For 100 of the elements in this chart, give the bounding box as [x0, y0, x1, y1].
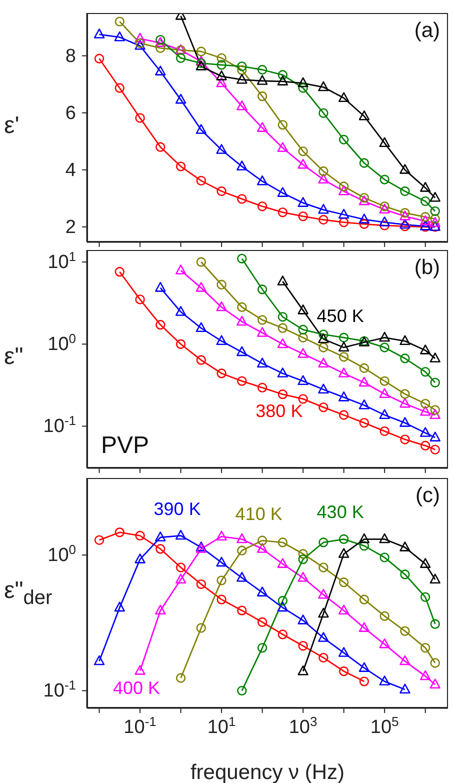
point: [298, 614, 308, 624]
point: [216, 53, 226, 63]
point: [420, 366, 430, 377]
point: [256, 327, 268, 337]
point: [298, 211, 308, 222]
y-tick-label: 10$^{1}$: [48, 248, 76, 273]
series-label: 400 K: [113, 678, 160, 699]
x-tick-label: 10$^{5}$: [370, 714, 399, 738]
point: [338, 391, 350, 402]
point: [155, 532, 166, 542]
point: [298, 77, 308, 88]
point: [216, 144, 227, 154]
point: [379, 638, 390, 648]
point: [379, 332, 390, 342]
point: [420, 196, 430, 206]
point: [358, 376, 370, 387]
point: [420, 592, 430, 602]
point: [338, 604, 350, 615]
y-tick-label: 10$^{-1}$: [43, 412, 76, 438]
point: [135, 294, 145, 304]
point: [318, 333, 329, 344]
point: [318, 562, 328, 572]
point: [114, 83, 124, 93]
point: [338, 182, 349, 192]
point: [318, 538, 328, 548]
point: [156, 43, 166, 53]
point: [216, 530, 227, 541]
y-tick-label: 10$^{-1}$: [43, 677, 76, 702]
point: [135, 113, 145, 123]
point: [277, 338, 288, 348]
point: [358, 399, 370, 410]
point: [256, 543, 268, 553]
point: [298, 572, 308, 582]
point: [318, 588, 329, 599]
y-axis-title: ε"$_{der}$: [4, 577, 52, 610]
point: [298, 665, 308, 676]
point: [196, 176, 206, 186]
point: [196, 56, 206, 66]
point: [358, 214, 370, 224]
point: [257, 91, 268, 102]
point: [196, 282, 206, 292]
point: [277, 602, 288, 612]
series-label: 390 K: [154, 498, 201, 520]
point: [318, 384, 329, 394]
point: [134, 664, 146, 675]
point: [420, 212, 430, 222]
point: [298, 197, 308, 207]
point: [338, 134, 349, 144]
point: [257, 64, 268, 75]
point: [236, 100, 248, 110]
point: [379, 216, 390, 226]
point: [237, 302, 247, 312]
point: [176, 673, 186, 683]
point: [420, 642, 430, 653]
point: [237, 686, 247, 696]
point: [257, 202, 268, 212]
point: [237, 65, 247, 75]
point: [216, 335, 227, 346]
series-label: 430 K: [316, 502, 364, 523]
point: [114, 266, 124, 277]
point: [256, 586, 268, 596]
point: [298, 641, 308, 651]
point: [277, 558, 288, 568]
point: [359, 676, 370, 686]
point: [338, 666, 349, 676]
point: [318, 81, 329, 92]
point: [277, 187, 288, 197]
point: [237, 606, 247, 616]
point: [420, 670, 431, 680]
point: [277, 142, 288, 152]
point: [338, 410, 349, 420]
point: [216, 70, 227, 80]
point: [196, 322, 206, 332]
point: [379, 409, 390, 420]
series-label: 410 K: [235, 504, 282, 524]
point: [196, 46, 206, 56]
point: [400, 434, 410, 444]
point: [298, 83, 308, 93]
point: [400, 186, 410, 196]
point: [236, 160, 248, 170]
point: [114, 528, 124, 538]
point: [380, 174, 390, 184]
point: [278, 120, 288, 130]
point: [216, 556, 227, 567]
point: [358, 662, 370, 672]
point: [400, 208, 410, 218]
point: [358, 533, 370, 544]
point: [216, 368, 226, 378]
point: [216, 301, 227, 312]
point: [237, 194, 247, 204]
point: [380, 611, 390, 621]
point: [257, 617, 268, 628]
point: [400, 541, 410, 552]
y-axis-title: ε": [4, 343, 24, 371]
point: [278, 323, 288, 333]
point: [420, 182, 431, 192]
point: [338, 534, 349, 544]
point: [237, 61, 247, 72]
point: [237, 546, 247, 556]
point: [156, 142, 166, 152]
